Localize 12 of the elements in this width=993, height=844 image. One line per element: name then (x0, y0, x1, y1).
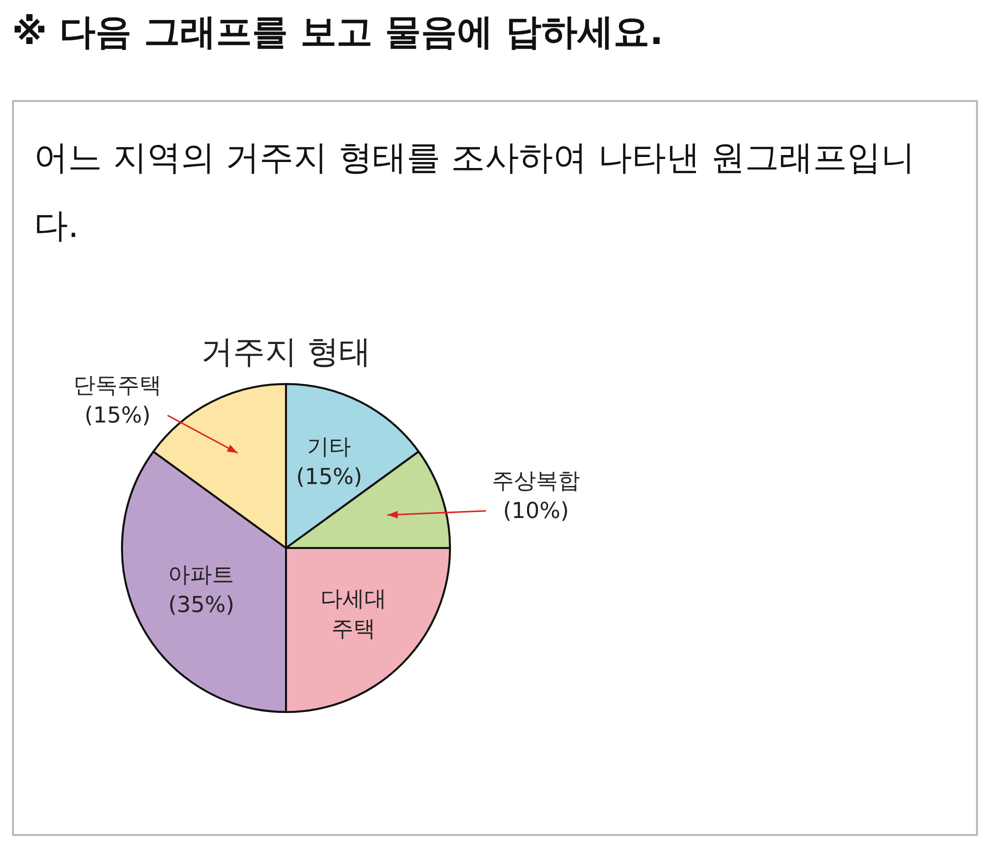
slice-label: 주상복합 (492, 469, 580, 494)
text: ※ 다음 그래프를 보고 물음에 답하세요. (12, 11, 664, 55)
slice-label: 아파트 (168, 562, 234, 588)
data-label: (15%) (296, 464, 362, 490)
chart-subtitle: 어느 지역의 거주지 형태를 조사하여 나타낸 원그래프입니다. (34, 137, 916, 248)
data-label: (35%) (168, 592, 234, 618)
slice-label: 다세대 주택 (320, 586, 386, 642)
chart-title: 거주지 형태 (200, 332, 372, 370)
data-label: (10%) (502, 499, 570, 524)
slice-label: 기타 (307, 434, 352, 460)
slice-label: 단독주택 (74, 374, 162, 399)
data-label: (15%) (84, 404, 151, 429)
